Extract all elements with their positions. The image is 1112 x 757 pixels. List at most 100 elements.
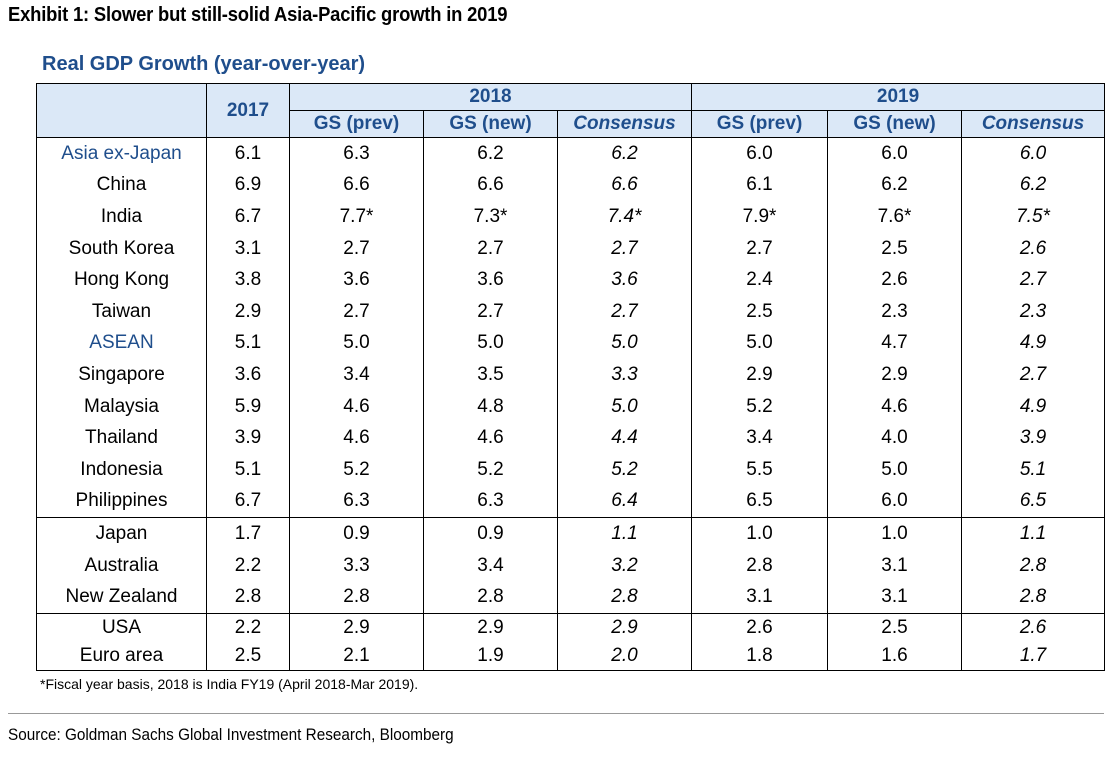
value-cell: 6.6: [423, 169, 558, 202]
value-cell: 3.6: [289, 264, 424, 296]
value-cell: 2.7: [289, 295, 424, 328]
value-cell: 4.6: [289, 422, 424, 454]
value-cell: 2.8: [961, 581, 1106, 614]
value-cell: 5.0: [827, 453, 963, 486]
table-row: USA 2.2 2.9 2.9 2.9 2.6 2.5 2.6: [36, 613, 1106, 642]
value-cell: 2.7: [961, 264, 1106, 296]
row-label: Australia: [36, 549, 207, 582]
value-cell: 1.0: [827, 517, 963, 550]
divider: [8, 713, 1104, 714]
value-cell: 4.4: [556, 422, 693, 454]
row-label: Singapore: [36, 359, 207, 391]
value-cell: 7.4*: [556, 201, 693, 233]
value-cell: 6.0: [961, 137, 1106, 170]
value-cell: 6.6: [289, 169, 424, 202]
value-cell: 3.4: [691, 422, 829, 454]
value-cell: 2.3: [961, 295, 1106, 328]
value-cell: 2.7: [691, 232, 829, 265]
table-row: Philippines 6.7 6.3 6.3 6.4 6.5 6.0 6.5: [36, 485, 1106, 519]
value-cell: 2.8: [423, 581, 558, 614]
table-row: Australia 2.2 3.3 3.4 3.2 2.8 3.1 2.8: [36, 549, 1106, 582]
value-cell: 3.5: [423, 359, 558, 391]
value-cell: 4.0: [827, 422, 963, 454]
value-cell: 2.2: [206, 613, 290, 642]
row-label: Philippines: [36, 485, 207, 519]
table-title: Real GDP Growth (year-over-year): [42, 53, 366, 75]
value-cell: 4.7: [827, 327, 963, 360]
value-cell: 2.1: [289, 641, 424, 671]
value-cell: 3.9: [961, 422, 1106, 454]
value-cell: 5.0: [556, 327, 693, 360]
value-cell: 6.7: [206, 485, 290, 519]
value-cell: 2.8: [691, 549, 829, 582]
value-cell: 6.2: [556, 137, 693, 170]
table-row: Asia ex-Japan 6.1 6.3 6.2 6.2 6.0 6.0 6.0: [36, 137, 1106, 170]
value-cell: 2.0: [556, 641, 693, 671]
value-cell: 2.5: [827, 613, 963, 642]
table-row: South Korea 3.1 2.7 2.7 2.7 2.7 2.5 2.6: [36, 232, 1106, 265]
value-cell: 2.9: [691, 359, 829, 391]
row-label: Japan: [36, 517, 207, 550]
value-cell: 6.3: [289, 485, 424, 519]
value-cell: 5.0: [423, 327, 558, 360]
value-cell: 2.3: [827, 295, 963, 328]
value-cell: 3.1: [827, 549, 963, 582]
header-2019-gs-prev: GS (prev): [691, 110, 829, 138]
value-cell: 2.7: [556, 232, 693, 265]
value-cell: 6.3: [289, 137, 424, 170]
table-row: Malaysia 5.9 4.6 4.8 5.0 5.2 4.6 4.9: [36, 390, 1106, 423]
table-row: Singapore 3.6 3.4 3.5 3.3 2.9 2.9 2.7: [36, 359, 1106, 391]
value-cell: 2.4: [691, 264, 829, 296]
value-cell: 2.7: [961, 359, 1106, 391]
value-cell: 1.7: [206, 517, 290, 550]
header-group-2018: 2018: [288, 83, 693, 111]
header-2019-gs-new: GS (new): [827, 110, 963, 138]
value-cell: 5.0: [691, 327, 829, 360]
value-cell: 5.2: [691, 390, 829, 423]
table-row: Thailand 3.9 4.6 4.6 4.4 3.4 4.0 3.9: [36, 422, 1106, 454]
value-cell: 6.4: [556, 485, 693, 519]
value-cell: 4.6: [289, 390, 424, 423]
source-note: Source: Goldman Sachs Global Investment …: [8, 725, 454, 744]
value-cell: 7.9*: [691, 201, 829, 233]
value-cell: 4.6: [423, 422, 558, 454]
value-cell: 3.3: [556, 359, 693, 391]
exhibit-title: Exhibit 1: Slower but still-solid Asia-P…: [8, 4, 508, 26]
value-cell: 1.6: [827, 641, 963, 671]
value-cell: 6.5: [961, 485, 1106, 519]
value-cell: 2.5: [691, 295, 829, 328]
value-cell: 1.8: [691, 641, 829, 671]
value-cell: 2.8: [289, 581, 424, 614]
value-cell: 7.5*: [961, 201, 1106, 233]
row-label: Hong Kong: [36, 264, 207, 296]
value-cell: 2.8: [556, 581, 693, 614]
value-cell: 3.9: [206, 422, 290, 454]
value-cell: 3.6: [556, 264, 693, 296]
value-cell: 6.5: [691, 485, 829, 519]
value-cell: 5.0: [289, 327, 424, 360]
table-row: China 6.9 6.6 6.6 6.6 6.1 6.2 6.2: [36, 169, 1106, 202]
value-cell: 2.6: [691, 613, 829, 642]
value-cell: 5.2: [423, 453, 558, 486]
gdp-table: 2017 2018 2019 GS (prev) GS (new) Consen…: [36, 83, 1106, 671]
value-cell: 3.4: [423, 549, 558, 582]
value-cell: 1.1: [556, 517, 693, 550]
value-cell: 2.2: [206, 549, 290, 582]
value-cell: 6.0: [691, 137, 829, 170]
table-row: Hong Kong 3.8 3.6 3.6 3.6 2.4 2.6 2.7: [36, 264, 1106, 296]
row-label: India: [36, 201, 207, 233]
header-label-cell: [36, 83, 207, 138]
header-2018-gs-prev: GS (prev): [289, 110, 424, 138]
table-row: Japan 1.7 0.9 0.9 1.1 1.0 1.0 1.1: [36, 517, 1106, 550]
value-cell: 4.6: [827, 390, 963, 423]
value-cell: 2.5: [827, 232, 963, 265]
value-cell: 6.9: [206, 169, 290, 202]
value-cell: 3.8: [206, 264, 290, 296]
value-cell: 4.8: [423, 390, 558, 423]
row-label: Malaysia: [36, 390, 207, 423]
header-2018-gs-new: GS (new): [423, 110, 558, 138]
row-label: Taiwan: [36, 295, 207, 328]
value-cell: 3.6: [423, 264, 558, 296]
table-row: ASEAN 5.1 5.0 5.0 5.0 5.0 4.7 4.9: [36, 327, 1106, 360]
table-row: Taiwan 2.9 2.7 2.7 2.7 2.5 2.3 2.3: [36, 295, 1106, 328]
